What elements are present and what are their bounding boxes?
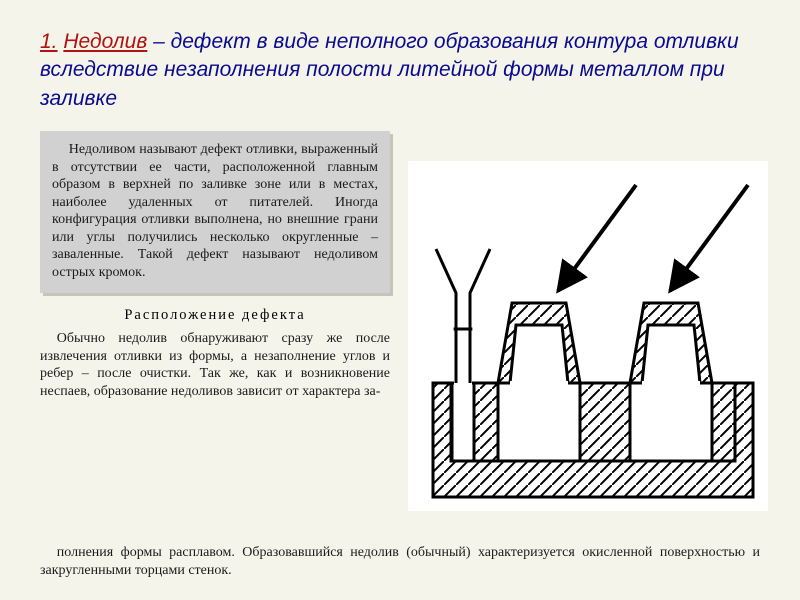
para-bottom: полнения формы расплавом. Образовавшийся…	[0, 544, 800, 579]
sub-title: Расположение дефекта	[40, 307, 390, 324]
heading-number: 1.	[40, 30, 58, 53]
para-left: Обычно недолив обнаруживают сразу же пос…	[40, 330, 390, 400]
casting-diagram	[408, 131, 768, 516]
heading-term: Недолив	[63, 30, 147, 53]
heading: 1. Недолив – дефект в виде неполного обр…	[40, 28, 760, 113]
definition-box: Недоливом называют дефект отливки, выраж…	[40, 131, 390, 293]
